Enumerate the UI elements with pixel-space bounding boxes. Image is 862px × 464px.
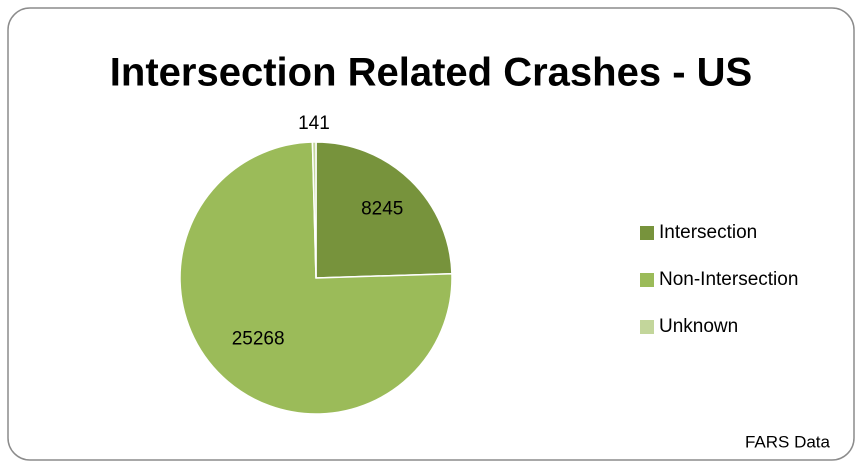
pie-slice <box>315 141 453 279</box>
annotation: FARS Data <box>745 432 831 451</box>
legend-label: Unknown <box>659 316 738 337</box>
data-label: 141 <box>298 113 330 134</box>
data-label: 25268 <box>232 328 285 349</box>
legend-swatch <box>640 273 654 287</box>
pie-slice <box>179 141 453 415</box>
pie-slice <box>311 141 317 279</box>
legend-swatch <box>640 226 654 240</box>
data-label: 8245 <box>361 199 403 220</box>
legend-swatch <box>640 320 654 334</box>
legend-label: Non-Intersection <box>659 269 798 290</box>
chart-title: Intersection Related Crashes - US <box>110 51 752 95</box>
legend-label: Intersection <box>659 222 757 243</box>
